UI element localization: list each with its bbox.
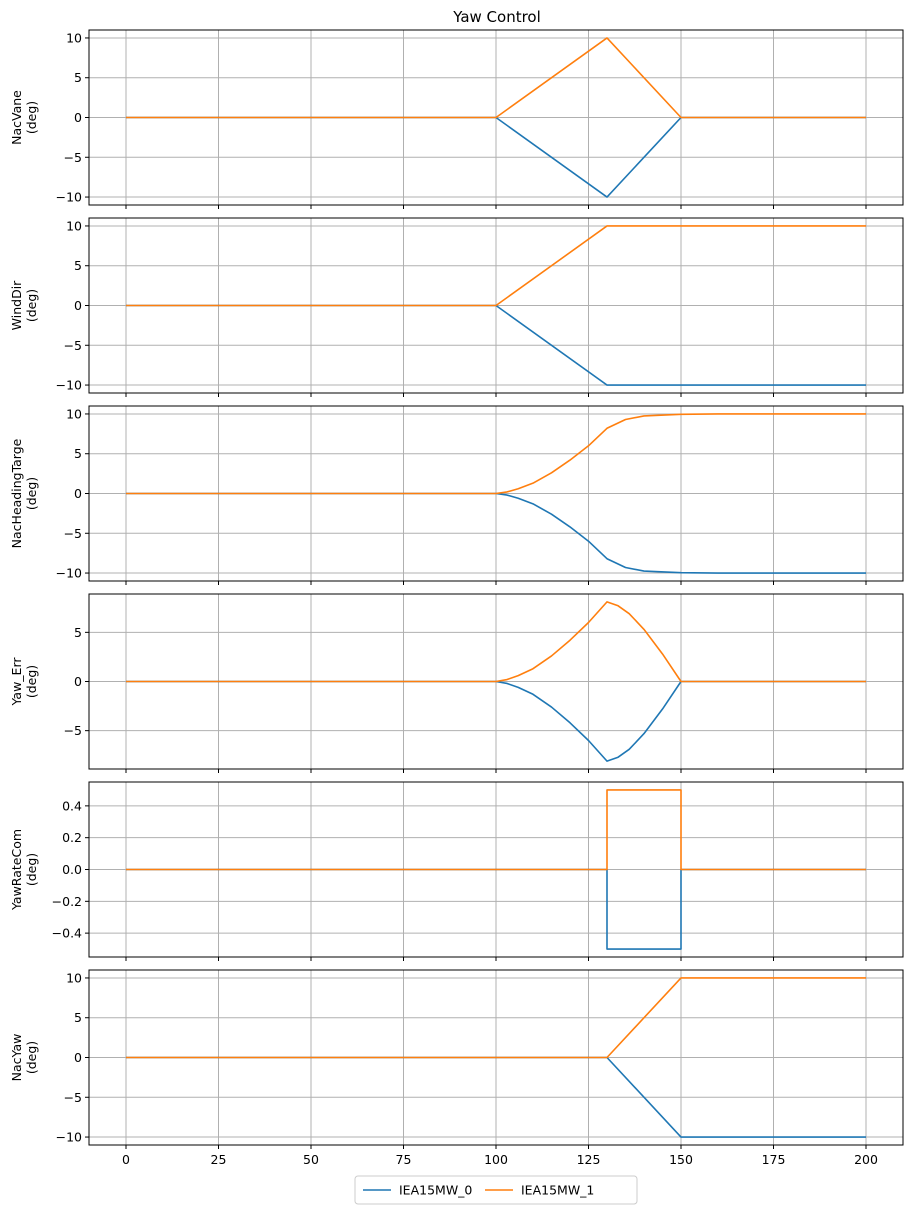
- y-axis-label: NacYaw(deg): [9, 1034, 39, 1082]
- y-tick-label: −5: [64, 526, 82, 541]
- y-axis-label-line: YawRateCom: [9, 829, 24, 911]
- y-tick-label: −5: [64, 338, 82, 353]
- x-tick-label: 175: [762, 1152, 786, 1167]
- y-axis-label-line: (deg): [24, 289, 39, 322]
- x-tick-label: 150: [669, 1152, 693, 1167]
- x-tick-label: 50: [303, 1152, 319, 1167]
- series-line-iea15mw-1: [126, 789, 866, 871]
- y-axis-label: Yaw_Err(deg): [9, 657, 39, 707]
- panel-4: −5 0 5 Yaw_Err(deg): [9, 593, 904, 773]
- y-axis-label-line: NacYaw: [9, 1034, 24, 1082]
- y-tick-label: 10: [66, 406, 82, 421]
- y-axis-label-line: NacHeadingTarge: [9, 438, 24, 548]
- y-axis-label-line: (deg): [24, 1041, 39, 1074]
- y-tick-label: 5: [74, 70, 82, 85]
- y-tick-label: 10: [66, 970, 82, 985]
- x-tick-label: 25: [211, 1152, 227, 1167]
- y-tick-label: 10: [66, 218, 82, 233]
- y-axis-label-line: Yaw_Err: [9, 657, 24, 707]
- x-tick-label: 75: [396, 1152, 412, 1167]
- series-line-iea15mw-0: [126, 680, 866, 762]
- y-tick-label: 5: [74, 258, 82, 273]
- x-tick-label: 100: [484, 1152, 508, 1167]
- y-tick-label: −10: [56, 566, 82, 581]
- x-tick-label: 200: [854, 1152, 878, 1167]
- legend: IEA15MW_0 IEA15MW_1: [354, 1175, 638, 1205]
- y-tick-label: 0.4: [62, 798, 82, 813]
- y-tick-label: −10: [56, 1130, 82, 1145]
- y-tick-label: −0.2: [52, 894, 82, 909]
- series-line-iea15mw-1: [126, 413, 866, 495]
- y-axis-label: NacVane(deg): [9, 90, 39, 145]
- y-tick-label: −10: [56, 378, 82, 393]
- panel-5: −0.4 −0.2 0.0 0.2 0.4 YawRateCom(deg): [9, 781, 904, 961]
- y-tick-label: 0: [74, 110, 82, 125]
- y-tick-label: −0.4: [52, 926, 82, 941]
- y-tick-label: 0: [74, 674, 82, 689]
- y-axis-label-line: NacVane: [9, 90, 24, 145]
- panel-1: −10 −5 0 5 10 NacVane(deg): [9, 29, 904, 209]
- series-line-iea15mw-1: [126, 37, 866, 119]
- y-axis-label-line: (deg): [24, 853, 39, 886]
- y-axis-label-line: (deg): [24, 101, 39, 134]
- series-line-iea15mw-1: [126, 225, 866, 307]
- y-tick-label: 5: [74, 1010, 82, 1025]
- legend-label-iea15mw-1: IEA15MW_1: [521, 1183, 594, 1198]
- y-tick-label: −5: [64, 1090, 82, 1105]
- y-tick-label: 5: [74, 446, 82, 461]
- x-tick-label: 125: [577, 1152, 601, 1167]
- y-tick-label: 10: [66, 30, 82, 45]
- y-tick-label: 0: [74, 298, 82, 313]
- y-tick-label: −5: [64, 150, 82, 165]
- y-tick-label: 0: [74, 486, 82, 501]
- y-axis-label-line: (deg): [24, 665, 39, 698]
- y-tick-label: 0.2: [62, 830, 82, 845]
- chart-title: Yaw Control: [452, 8, 541, 26]
- y-tick-label: −10: [56, 190, 82, 205]
- series-line-iea15mw-1: [126, 601, 866, 683]
- y-axis-label: YawRateCom(deg): [9, 829, 39, 911]
- panels: −10−50510NacVane(deg)−10−50510WindDir(de…: [9, 29, 904, 1167]
- series-line-iea15mw-0: [126, 492, 866, 574]
- panel-3: −10 −5 0 5 10 NacHeadingTarge(deg): [9, 405, 904, 585]
- y-tick-label: 0: [74, 1050, 82, 1065]
- panel-2: −10 −5 0 5 10 WindDir(deg): [9, 217, 904, 397]
- y-tick-label: −5: [64, 723, 82, 738]
- y-axis-label: NacHeadingTarge(deg): [9, 438, 39, 548]
- y-axis-label-line: WindDir: [9, 280, 24, 331]
- y-axis-label-line: (deg): [24, 477, 39, 510]
- x-tick-label: 0: [122, 1152, 130, 1167]
- y-axis-label: WindDir(deg): [9, 280, 39, 331]
- series-line-iea15mw-1: [126, 977, 866, 1059]
- legend-label-iea15mw-0: IEA15MW_0: [399, 1183, 472, 1198]
- y-tick-label: 0.0: [62, 862, 82, 877]
- y-tick-label: 5: [74, 625, 82, 640]
